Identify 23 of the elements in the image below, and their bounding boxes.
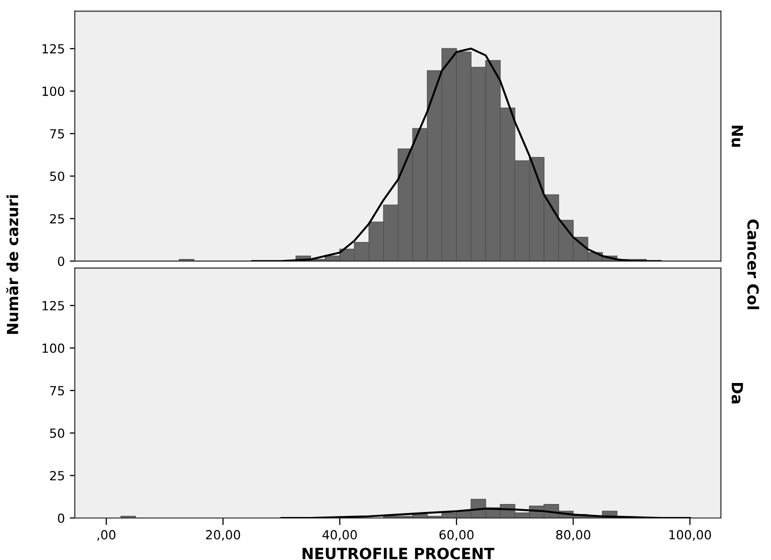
y-tick-label: 100 — [42, 86, 64, 96]
y-tick-label: 75 — [50, 129, 64, 139]
text: Cancer Col — [747, 220, 760, 310]
x-tick-label: 40,00 — [322, 530, 357, 541]
x-tick-label: 20,00 — [206, 530, 240, 541]
y-tick-label: 125 — [42, 300, 64, 310]
y-tick-label: 50 — [50, 428, 64, 438]
x-tick-label: ,00 — [97, 530, 116, 541]
x-tick-label: 80,00 — [556, 530, 590, 541]
y-tick-label: 25 — [50, 470, 64, 480]
y-tick-label: 50 — [50, 172, 64, 182]
x-tick-label: 60,00 — [439, 530, 474, 541]
y-tick-label: 100 — [42, 343, 64, 353]
y2-axis-title: Da — [732, 382, 743, 404]
y-tick-label: 0 — [58, 513, 64, 523]
y-tick-label: 75 — [50, 386, 64, 396]
y-axis-title: Număr de cazuri — [6, 195, 18, 334]
y-tick-label: 0 — [58, 256, 64, 266]
y-tick-label: 25 — [50, 214, 64, 224]
y-tick-label: 125 — [42, 44, 64, 54]
x-tick-label: 100,00 — [669, 530, 711, 541]
y2-axis-title: Nu — [732, 126, 743, 147]
x-axis-title: NEUTROFILE PROCENT — [302, 548, 494, 560]
